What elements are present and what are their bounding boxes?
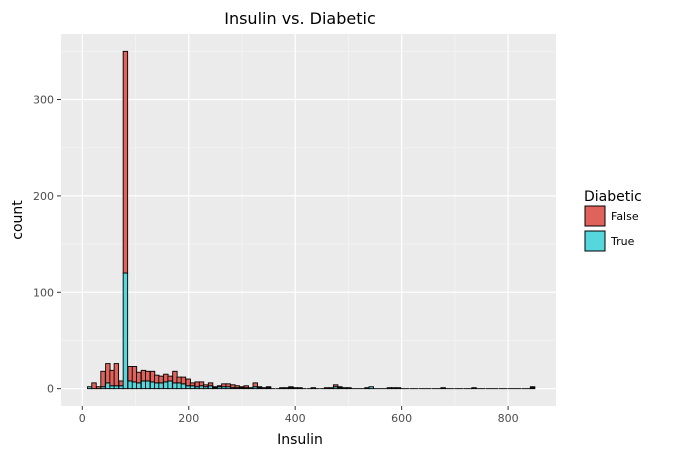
histogram-bar-false: [105, 363, 111, 384]
histogram-bar-true: [163, 381, 169, 390]
histogram-bar-true: [105, 382, 111, 390]
histogram-bar-false: [440, 387, 446, 390]
x-axis-ticks: 0 200 400 600 800: [79, 406, 519, 425]
y-tick-label: 100: [33, 286, 54, 299]
x-tick-label: 400: [285, 412, 306, 425]
histogram-bar-false: [212, 386, 218, 389]
legend-label-false: False: [611, 210, 639, 223]
histogram-bar-false: [364, 387, 370, 390]
histogram-bar-false: [207, 382, 214, 387]
plot-panel: [61, 34, 556, 406]
histogram-bar-false: [221, 383, 227, 388]
histogram-bar-false: [247, 387, 254, 390]
histogram-bar-false: [328, 387, 335, 390]
histogram-bar-false: [323, 387, 330, 390]
histogram-bar-false: [109, 369, 115, 387]
histogram-bar-false: [297, 387, 303, 390]
histogram-bar-false: [234, 385, 240, 389]
histogram-bar-true: [261, 387, 268, 390]
histogram-bar-false: [529, 386, 536, 389]
histogram-bar-false: [185, 378, 191, 387]
histogram-bar-false: [176, 376, 182, 384]
histogram-bar-true: [158, 382, 164, 390]
histogram-bar-false: [163, 373, 169, 383]
histogram-bar-false: [131, 366, 138, 383]
histogram-bar-false: [337, 386, 343, 389]
histogram-bar-false: [292, 387, 298, 390]
y-axis-title: count: [10, 200, 26, 240]
histogram-bar-false: [136, 371, 142, 384]
histogram-bar-true: [122, 272, 129, 390]
histogram-bar-false: [167, 375, 173, 382]
histogram-bar-true: [149, 381, 156, 390]
x-tick-label: 800: [498, 412, 519, 425]
histogram-bar-true: [368, 386, 374, 390]
legend: Diabetic False True: [584, 189, 642, 252]
histogram-bar-true: [127, 380, 133, 390]
chart-title: Insulin vs. Diabetic: [224, 9, 376, 28]
histogram-bar-false: [96, 386, 102, 390]
histogram-bar-false: [230, 384, 236, 389]
legend-title: Diabetic: [584, 189, 642, 205]
histogram-bar-false: [252, 382, 258, 388]
histogram-bar-false: [91, 382, 97, 390]
histogram-bar-false: [113, 363, 120, 387]
histogram-bar-true: [395, 387, 402, 390]
histogram-bar-true: [136, 382, 142, 390]
x-tick-label: 200: [178, 412, 199, 425]
histogram-bar-false: [140, 369, 147, 382]
y-tick-label: 0: [47, 383, 54, 396]
histogram-bar-true: [154, 382, 160, 390]
histogram-bar-false: [122, 50, 129, 274]
histogram-bar-false: [332, 384, 339, 388]
histogram-bar-false: [310, 387, 316, 390]
x-tick-label: 600: [391, 412, 412, 425]
histogram-bar-false: [145, 370, 151, 382]
histogram-bar-true: [172, 382, 178, 390]
histogram-bar-false: [118, 380, 124, 387]
x-tick-label: 0: [79, 412, 86, 425]
histogram-bar-true: [386, 387, 393, 390]
histogram-bar-false: [216, 385, 223, 388]
histogram-bar-false: [225, 383, 231, 388]
histogram-bar-true: [140, 380, 147, 390]
histogram-bar-false: [127, 366, 133, 382]
histogram-bar-false: [180, 376, 187, 385]
histogram-bar-true: [176, 382, 182, 390]
histogram-bar-false: [194, 381, 200, 388]
histogram-bar-true: [167, 380, 173, 390]
histogram-bar-false: [279, 387, 285, 390]
histogram-bar-false: [346, 387, 352, 390]
histogram-bar-true: [145, 380, 151, 390]
y-tick-label: 200: [33, 190, 54, 203]
histogram-bar-true: [131, 381, 138, 390]
histogram-bar-true: [87, 386, 93, 390]
legend-swatch-true: [584, 230, 606, 252]
histogram-bar-false: [239, 386, 245, 389]
y-tick-label: 300: [33, 94, 54, 107]
histogram-bar-true: [342, 387, 348, 390]
legend-label-true: True: [610, 235, 635, 248]
histogram-bar-false: [198, 381, 205, 387]
x-axis-title: Insulin: [277, 432, 323, 448]
histogram-bar-false: [256, 386, 263, 389]
histogram-bar-false: [154, 374, 160, 384]
histogram-bars: [87, 50, 536, 390]
histogram-bar-true: [471, 387, 477, 390]
histogram-bar-false: [189, 382, 196, 387]
histogram-bar-false: [149, 370, 156, 383]
histogram-bar-true: [180, 383, 187, 390]
histogram-bar-false: [390, 387, 397, 390]
histogram-bar-false: [265, 386, 272, 389]
histogram-bar-false: [203, 384, 209, 388]
histogram-bar-true: [283, 387, 290, 390]
histogram-bar-false: [288, 386, 294, 389]
histogram-bar-false: [100, 370, 106, 388]
legend-swatch-false: [584, 205, 606, 227]
histogram-bar-false: [243, 385, 249, 389]
histogram-bar-false: [172, 370, 178, 384]
histogram-bar-false: [158, 375, 164, 384]
y-axis-ticks: 0 100 200 300: [33, 94, 61, 396]
